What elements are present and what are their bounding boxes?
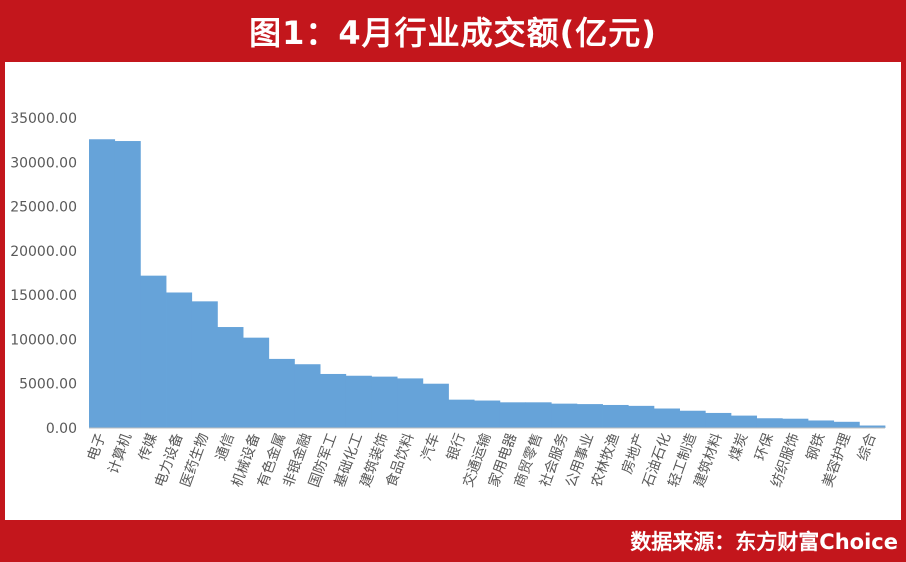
bar (730, 415, 758, 428)
bar-chart: 0.00 5000.00 10000.00 15000.00 20000.00 25000… (10, 111, 886, 489)
bar (474, 400, 501, 428)
bar (345, 375, 372, 428)
bar (320, 373, 347, 428)
bar (551, 403, 578, 428)
bar (807, 420, 835, 428)
bar (140, 275, 167, 428)
chart-title: 图1：4月行业成交额(亿元) (249, 14, 657, 52)
y-tick-label: 30000.00 (10, 155, 77, 171)
bar (705, 412, 732, 428)
bar-series (89, 139, 886, 428)
bar (114, 141, 141, 428)
source-note: 数据来源：东方财富Choice (630, 530, 898, 554)
bar (525, 402, 552, 428)
bar (268, 358, 295, 428)
bar (859, 425, 886, 428)
bar (217, 327, 244, 428)
bar (89, 139, 116, 428)
y-tick-label: 10000.00 (10, 332, 77, 348)
bar (166, 292, 193, 428)
bar (782, 418, 809, 428)
bar (499, 402, 526, 428)
x-tick-label: 汽车 (418, 431, 444, 463)
bar (576, 404, 603, 428)
y-tick-label: 25000.00 (10, 200, 77, 216)
bar (679, 410, 706, 428)
y-tick-label: 0.00 (46, 421, 77, 437)
chart-panel: 0.00 5000.00 10000.00 15000.00 20000.00 25000… (5, 62, 901, 520)
y-tick-label: 15000.00 (10, 288, 77, 304)
bar (371, 376, 398, 428)
bar (422, 383, 449, 428)
bar (243, 337, 270, 428)
y-tick-label: 5000.00 (19, 377, 77, 393)
bar (756, 418, 783, 428)
x-tick-label: 计算机 (106, 431, 135, 476)
bar (833, 421, 860, 428)
bar (191, 301, 218, 428)
x-tick-label: 房地产 (619, 431, 648, 476)
x-tick-label: 传媒 (136, 431, 161, 463)
bar (397, 378, 424, 428)
x-tick-label: 通信 (213, 431, 238, 463)
x-tick-label: 银行 (444, 431, 469, 463)
y-tick-label: 35000.00 (10, 111, 77, 127)
x-tick-label: 综合 (855, 431, 880, 463)
bar (653, 408, 680, 428)
x-tick-label: 电子 (85, 431, 110, 463)
bar (628, 405, 655, 428)
bar (602, 404, 629, 428)
y-tick-label: 20000.00 (10, 244, 77, 260)
x-tick-label: 环保 (752, 431, 777, 463)
x-tick-label: 钢铁 (804, 431, 829, 463)
bar (294, 364, 321, 428)
y-axis-ticks: 0.00 5000.00 10000.00 15000.00 20000.00 25000… (10, 111, 77, 437)
bar (448, 399, 475, 428)
x-tick-label: 煤炭 (727, 431, 752, 463)
